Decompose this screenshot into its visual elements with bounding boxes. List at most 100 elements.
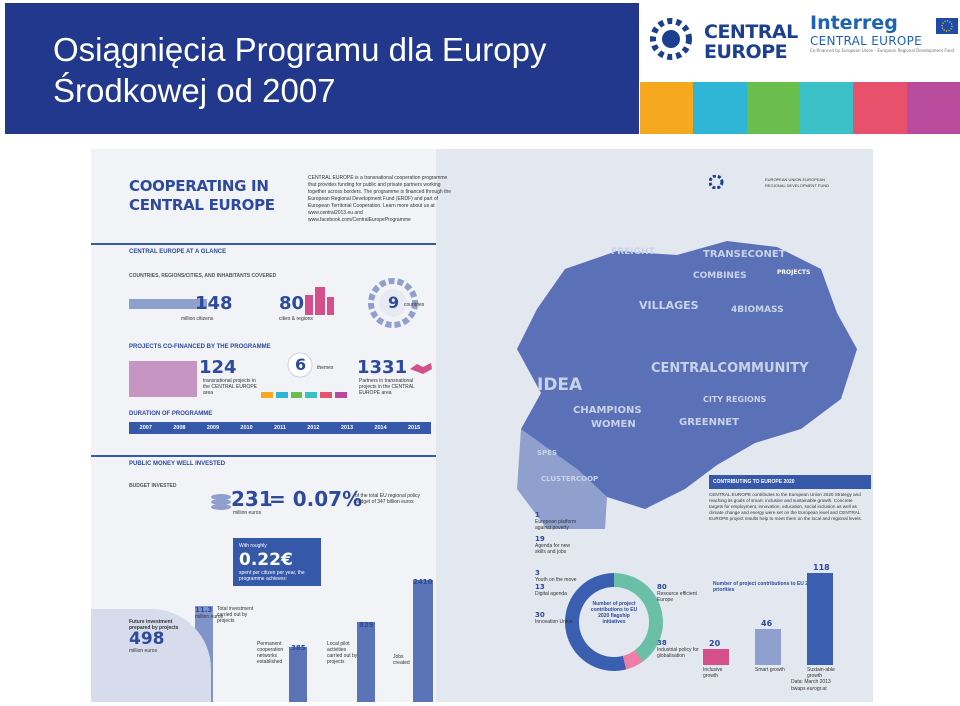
flagship-label: European platform against poverty	[535, 519, 577, 531]
future-investment-shape	[91, 609, 211, 702]
flagship-label: Resource efficient Europe	[657, 591, 697, 603]
map-project-name: FREIGHT	[611, 247, 655, 257]
pilots-label: Local pilot activities carried out by pr…	[327, 641, 358, 665]
map-project-name: CITY REGIONS	[703, 395, 767, 404]
map-project-name: COMBINES	[693, 271, 747, 281]
year-label: 2009	[206, 425, 220, 431]
themes-number: 6	[295, 355, 307, 374]
citizens-label: million citizens	[181, 316, 214, 322]
flagship-value: 3	[535, 569, 540, 577]
title-banner: Osiągnięcia Programu dla Europy Środkowe…	[5, 3, 639, 134]
eu-flag-icon	[936, 18, 958, 34]
map-project-name: WOMEN	[591, 419, 636, 430]
poster-intro: CENTRAL EUROPE is a transnational cooper…	[308, 175, 452, 223]
divider	[91, 243, 436, 245]
future-investment-number: 498	[129, 629, 165, 649]
priority-value: 20	[709, 639, 721, 648]
handshake-icon	[410, 363, 432, 374]
strip-photo-5	[853, 82, 907, 134]
interreg-programme: CENTRAL EUROPE	[810, 34, 922, 48]
strip-photo-1	[640, 82, 694, 134]
year-label: 2013	[340, 425, 354, 431]
priority-label: Inclusive growth	[703, 667, 723, 679]
strip-photo-4	[799, 82, 854, 134]
logo-area: CENTRAL EUROPE Interreg CENTRAL EUROPE C…	[640, 0, 960, 80]
themes-circle-icon	[287, 352, 313, 378]
year-label: 2011	[273, 425, 286, 431]
flagship-value: 13	[535, 583, 545, 591]
map-project-name: VILLAGES	[639, 299, 699, 312]
priorities-chart-title: Number of project contributions to EU 20…	[713, 581, 817, 593]
map-project-name: TRANSECONET	[703, 249, 786, 260]
cofinanced-heading: PROJECTS CO-FINANCED BY THE PROGRAMME	[129, 344, 271, 350]
priority-bar	[755, 629, 781, 665]
divider	[91, 455, 436, 457]
partners-number: 1331	[357, 357, 408, 378]
date-label: Data: March 2013	[791, 679, 831, 685]
citizens-number: 148	[195, 293, 233, 314]
cities-label: cities & regions	[279, 316, 313, 322]
years-timeline: 2007 2008 2009 2010 2011 2012 2013 2014 2015	[129, 422, 431, 434]
per-citizen-number: 0.22€	[239, 550, 293, 570]
priority-label: Sustain-able growth	[807, 667, 835, 679]
flagship-label: Innovation Union	[535, 619, 573, 625]
title-line-2: Środkowej od 2007	[53, 72, 336, 109]
flagship-value: 19	[535, 535, 545, 543]
priority-bar	[703, 649, 729, 665]
contributing-heading: CONTRIBUTING TO EUROPE 2020	[713, 479, 795, 485]
countries-number: 9	[388, 293, 400, 312]
strip-photo-6	[906, 82, 960, 134]
credit-label: bwaps eurogr.at	[791, 686, 827, 692]
map-project-name: CLUSTERCOOP	[541, 475, 599, 483]
flagship-value: 30	[535, 611, 545, 619]
flagship-value: 38	[657, 639, 667, 647]
projects-grid-icon	[129, 361, 197, 397]
total-investment-unit: million euros	[195, 614, 224, 620]
year-label: 2015	[407, 425, 421, 431]
future-investment-label: Future investment prepared by projects	[129, 619, 179, 631]
networks-number: 385	[291, 644, 306, 652]
priority-bar	[807, 573, 833, 665]
projects-number: 124	[199, 357, 237, 378]
interreg-logo: Interreg CENTRAL EUROPE Co-financed by E…	[810, 12, 958, 72]
flagship-label: Digital agenda	[535, 591, 567, 597]
cities-number: 80	[279, 293, 305, 314]
projects-label: transnational projects in the CENTRAL EU…	[203, 378, 257, 396]
total-investment-label: Total investment carried out by projects	[217, 606, 254, 624]
projects-tag: PROJECTS	[777, 269, 811, 276]
total-investment-number: 11.3	[195, 606, 213, 614]
networks-bar	[289, 647, 307, 702]
eu-label: EUROPEAN UNION EUROPEAN REGIONAL DEVELOP…	[765, 177, 830, 188]
pilots-bar	[357, 622, 375, 702]
year-label: 2008	[173, 425, 186, 431]
coins-icon	[211, 494, 231, 510]
map-project-name: CENTRALCOMMUNITY	[651, 361, 809, 376]
budget-share-number: = 0.07%	[269, 487, 363, 511]
map-project-name: 4BIOMASS	[731, 305, 784, 315]
infographic-poster: COOPERATING IN CENTRAL EUROPE CENTRAL EU…	[91, 149, 873, 702]
themes-label: themes	[317, 365, 334, 371]
strip-photo-3	[746, 82, 800, 134]
jobs-label: Jobs created	[393, 654, 410, 666]
future-investment-unit: million euros	[129, 648, 158, 654]
year-label: 2007	[139, 425, 152, 431]
contributing-text: CENTRAL EUROPE contributes to the Europe…	[709, 492, 862, 521]
slide-header: Osiągnięcia Programu dla Europy Środkowe…	[0, 0, 960, 134]
interreg-name: Interreg	[810, 12, 898, 34]
priority-value: 118	[813, 563, 830, 572]
flagship-donut	[565, 573, 663, 671]
flagship-label: Industrial policy for globalisation	[657, 647, 699, 659]
strip-photo-2	[693, 82, 747, 134]
flagship-value: 80	[657, 583, 667, 591]
jobs-bar	[413, 580, 433, 702]
slide-title: Osiągnięcia Programu dla Europy Środkowe…	[53, 29, 633, 111]
citizens-icon	[129, 299, 207, 309]
themes-colour-bar	[261, 392, 347, 398]
budget-heading: BUDGET INVESTED	[129, 483, 177, 489]
money-heading: PUBLIC MONEY WELL INVESTED	[129, 461, 226, 467]
central-europe-wordmark: CENTRAL EUROPE	[704, 21, 798, 63]
year-label: 2014	[374, 425, 387, 431]
countries-gear-icon	[368, 278, 418, 328]
contributing-heading-bar: CONTRIBUTING TO EUROPE 2020	[709, 475, 871, 489]
duration-heading: DURATION OF PROGRAMME	[129, 411, 213, 417]
